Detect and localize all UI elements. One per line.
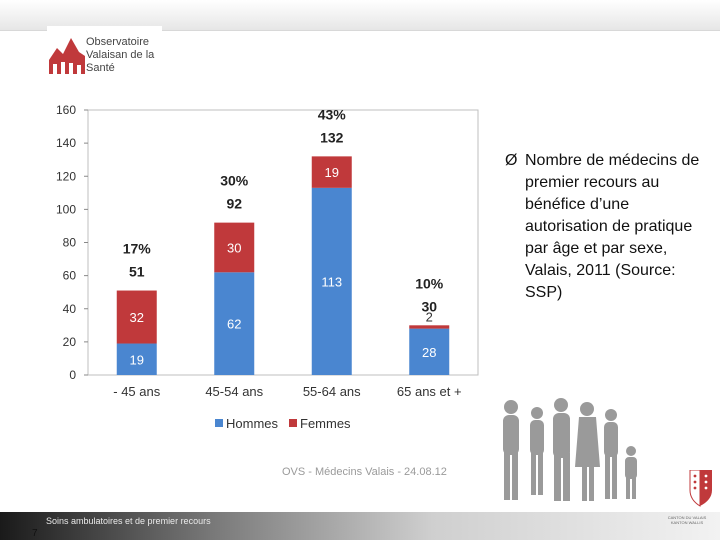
y-tick-label: 40 [63, 302, 77, 316]
top-bar [0, 0, 720, 31]
legend-label-hommes: Hommes [226, 416, 279, 431]
total-label: 51 [129, 264, 145, 280]
footer-label: Soins ambulatoires et de premier recours [46, 516, 211, 526]
percentage-label: 10% [415, 275, 444, 291]
logo-text: Observatoire Valaisan de la Santé [86, 36, 154, 75]
canton-line-1: CANTON DU VALAIS [667, 515, 707, 520]
bar-femmes [409, 325, 450, 329]
legend-swatch-femmes [289, 419, 297, 427]
bullet-arrow-icon: Ø [505, 152, 518, 169]
chart-caption: OVS - Médecins Valais - 24.08.12 [282, 466, 447, 478]
total-label: 92 [226, 196, 242, 212]
legend-swatch-hommes [215, 419, 223, 427]
data-label-hommes: 113 [321, 274, 342, 289]
bar-femmes [311, 156, 352, 188]
y-tick-label: 140 [56, 136, 76, 150]
y-tick-label: 160 [56, 103, 76, 117]
canton-line-2: KANTON WALLIS [670, 520, 704, 525]
data-label-hommes: 28 [422, 345, 436, 360]
canton-text: CANTON DU VALAIS KANTON WALLIS [662, 515, 712, 525]
bullet-text: Nombre de médecins de premier recours au… [525, 152, 700, 301]
logo-line-1: Observatoire [86, 36, 149, 48]
data-label-hommes: 19 [130, 352, 144, 367]
total-label: 132 [320, 129, 344, 145]
percentage-label: 17% [123, 241, 152, 257]
canton-coat-of-arms-icon [689, 470, 712, 507]
y-tick-label: 20 [63, 335, 77, 349]
bar-hommes [409, 328, 450, 375]
x-category-label: 45-54 ans [205, 384, 263, 399]
data-label-femmes: 2 [426, 309, 433, 324]
bar-hommes [116, 343, 157, 375]
bullet-point: Ø Nombre de médecins de premier recours … [505, 150, 715, 304]
page-number: 7 [32, 528, 38, 539]
x-category-label: 65 ans et + [397, 384, 462, 399]
y-tick-label: 80 [63, 236, 77, 250]
data-label-hommes: 62 [227, 317, 241, 332]
bar-femmes [214, 222, 255, 273]
logo-line-3: Santé [86, 62, 115, 74]
y-tick-label: 100 [56, 202, 76, 216]
data-label-femmes: 30 [227, 240, 241, 255]
data-label-femmes: 32 [130, 310, 144, 325]
y-tick-label: 60 [63, 269, 77, 283]
stacked-bar-chart: 0 20 40 60 80 100 120 140 160 19 32 51 17% - 45 ans 62… [56, 103, 479, 431]
family-silhouette-icon [503, 398, 637, 501]
bottom-bar [0, 512, 720, 540]
bar-femmes [116, 290, 157, 344]
bar-hommes [214, 272, 255, 375]
legend-label-femmes: Femmes [300, 416, 351, 431]
y-tick-label: 120 [56, 169, 76, 183]
logo-line-2: Valaisan de la [86, 49, 155, 61]
ovs-logo [47, 26, 162, 78]
y-tick-label: 0 [69, 368, 76, 382]
bar-hommes [311, 187, 352, 375]
total-label: 30 [421, 298, 437, 314]
data-label-femmes: 19 [325, 165, 339, 180]
percentage-label: 43% [318, 106, 347, 122]
x-category-label: 55-64 ans [303, 384, 361, 399]
percentage-label: 30% [220, 173, 249, 189]
x-category-label: - 45 ans [113, 384, 160, 399]
